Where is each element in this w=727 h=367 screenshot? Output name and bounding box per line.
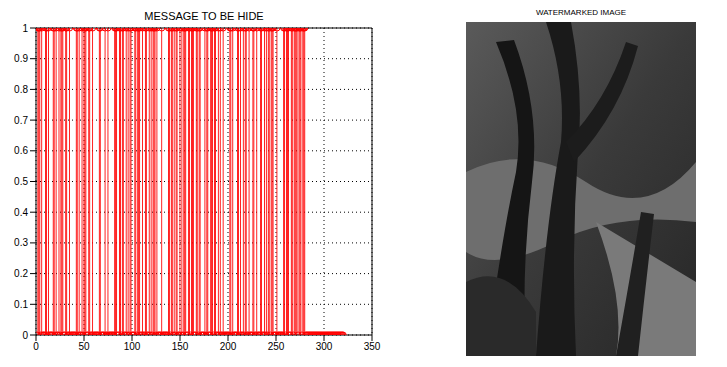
svg-text:50: 50	[78, 341, 90, 352]
svg-text:0.3: 0.3	[14, 237, 28, 248]
svg-text:0.5: 0.5	[14, 176, 28, 187]
svg-text:1: 1	[22, 23, 28, 34]
svg-text:100: 100	[124, 341, 141, 352]
svg-text:300: 300	[316, 341, 333, 352]
svg-text:0.2: 0.2	[14, 268, 28, 279]
svg-text:0.7: 0.7	[14, 115, 28, 126]
svg-text:0.1: 0.1	[14, 299, 28, 310]
svg-text:150: 150	[172, 341, 189, 352]
svg-text:250: 250	[268, 341, 285, 352]
svg-text:200: 200	[220, 341, 237, 352]
svg-text:0: 0	[33, 341, 39, 352]
svg-text:0.6: 0.6	[14, 145, 28, 156]
svg-text:0.4: 0.4	[14, 207, 28, 218]
svg-text:0: 0	[22, 330, 28, 341]
svg-text:350: 350	[364, 341, 381, 352]
html-text:MESSAGE TO BE HIDE: MESSAGE TO BE HIDE	[144, 10, 264, 22]
svg-text:0.9: 0.9	[14, 53, 28, 64]
svg-text:0.8: 0.8	[14, 84, 28, 95]
html-text:WATERMARKED IMAGE: WATERMARKED IMAGE	[535, 8, 627, 17]
